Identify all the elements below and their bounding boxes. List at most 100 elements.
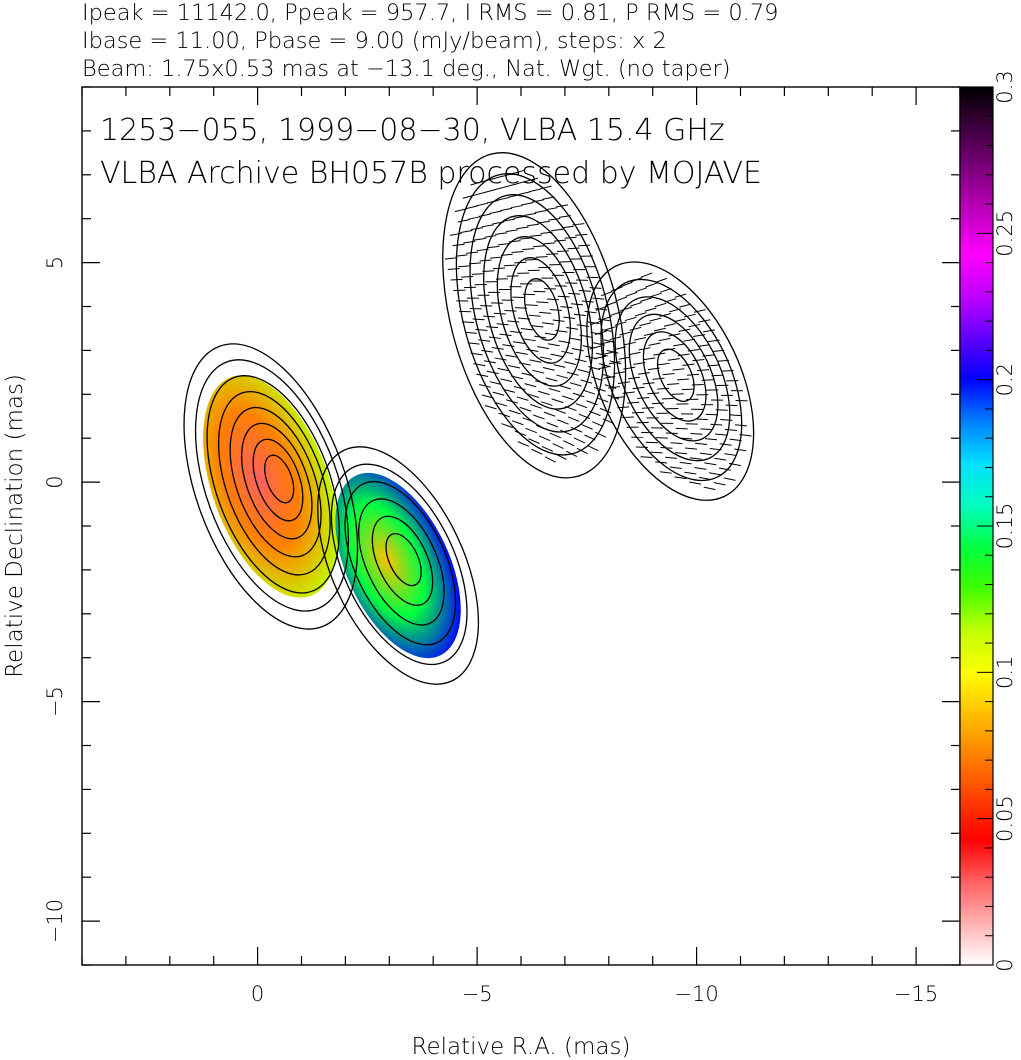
evpa-vector <box>535 256 548 258</box>
evpa-vector <box>706 389 719 391</box>
evpa-vector <box>614 346 626 350</box>
evpa-vector <box>600 315 612 321</box>
evpa-vector <box>508 240 521 243</box>
evpa-vector <box>506 275 519 277</box>
evpa-vector <box>533 290 546 293</box>
evpa-vector <box>645 441 658 444</box>
evpa-vector <box>730 390 743 392</box>
evpa-vector <box>507 320 520 323</box>
evpa-vector <box>593 386 606 392</box>
evpa-vector <box>665 432 678 434</box>
evpa-vector <box>537 390 550 396</box>
evpa-vector <box>540 231 553 234</box>
evpa-vector <box>655 461 668 464</box>
evpa-vector <box>615 296 628 302</box>
evpa-vector <box>538 266 551 269</box>
evpa-vector <box>491 175 504 180</box>
evpa-vector <box>643 332 656 337</box>
evpa-vector <box>444 257 457 260</box>
evpa-vector <box>512 169 525 175</box>
contour <box>586 261 755 501</box>
evpa-vector <box>718 467 731 471</box>
evpa-vector <box>511 420 524 426</box>
evpa-vector <box>614 321 627 326</box>
evpa-vector <box>592 421 604 427</box>
evpa-vector <box>539 356 552 360</box>
header-line-2: Ibase = 11.00, Pbase = 9.00 (mJy/beam), … <box>82 28 667 54</box>
evpa-vector <box>619 331 632 336</box>
evpa-vector <box>517 272 530 274</box>
evpa-vector <box>515 351 528 355</box>
evpa-vector <box>507 194 520 198</box>
evpa-vector <box>454 208 467 213</box>
evpa-vector <box>503 388 516 393</box>
evpa-vector <box>537 346 550 350</box>
evpa-vector <box>610 311 622 316</box>
evpa-vector <box>522 417 535 423</box>
evpa-vector <box>561 225 574 229</box>
evpa-vector <box>483 360 496 364</box>
evpa-vector <box>567 416 580 422</box>
plot-title-line-2: VLBA Archive BH057B processed by MOJAVE <box>100 156 762 191</box>
evpa-vector <box>710 423 723 426</box>
evpa-vector <box>483 189 496 194</box>
evpa-vector <box>653 327 666 332</box>
evpa-vector <box>671 418 684 420</box>
evpa-vector <box>623 366 636 370</box>
contour <box>183 343 359 630</box>
evpa-vector <box>689 481 702 485</box>
evpa-vector <box>462 194 475 199</box>
polarization-fill-2 <box>335 472 461 659</box>
evpa-vector <box>479 259 492 262</box>
contour <box>229 406 322 558</box>
y-tick-label: 5 <box>43 256 67 269</box>
evpa-vector <box>555 329 568 333</box>
evpa-vector <box>533 414 545 420</box>
evpa-vector <box>700 428 713 431</box>
evpa-vector <box>470 181 483 186</box>
evpa-vector <box>685 423 698 425</box>
evpa-vector <box>537 220 550 224</box>
evpa-vector <box>501 423 513 429</box>
evpa-vector <box>729 438 742 442</box>
evpa-vector <box>571 347 584 352</box>
evpa-vector <box>517 441 530 447</box>
evpa-vector <box>543 411 556 417</box>
evpa-vector <box>633 361 646 365</box>
evpa-vector <box>654 302 667 308</box>
evpa-vector <box>556 250 569 253</box>
evpa-vector <box>586 276 599 279</box>
colorbar: 0 0.05 0.1 0.15 0.2 0.25 0.3 <box>959 70 1017 972</box>
evpa-vector <box>546 422 559 428</box>
evpa-vector <box>660 446 673 449</box>
plot-title-line-1: 1253−055, 1999−08−30, VLBA 15.4 GHz <box>100 113 725 148</box>
evpa-vector <box>661 422 674 424</box>
contour <box>523 278 560 341</box>
evpa-vector <box>495 278 508 280</box>
header-line-3: Beam: 1.75x0.53 mas at −13.1 deg., Nat. … <box>82 56 731 82</box>
contour <box>344 480 457 646</box>
evpa-vector <box>541 277 554 279</box>
evpa-vector <box>709 447 722 451</box>
evpa-vector <box>502 218 515 222</box>
evpa-vector <box>556 204 569 208</box>
evpa-vector <box>612 396 625 399</box>
evpa-vector <box>539 311 552 314</box>
evpa-vector <box>666 408 679 410</box>
evpa-vector <box>646 417 659 419</box>
evpa-vector <box>543 242 556 245</box>
evpa-vector <box>482 270 495 272</box>
evpa-vector <box>735 399 748 402</box>
evpa-vector <box>518 191 531 195</box>
evpa-vector <box>587 321 600 325</box>
evpa-vector <box>525 304 538 306</box>
evpa-vector <box>502 344 515 347</box>
evpa-vector <box>565 450 578 457</box>
evpa-vector <box>634 312 647 317</box>
x-tick-label: −10 <box>674 982 718 1006</box>
evpa-vector <box>669 308 682 313</box>
evpa-vector <box>698 319 711 323</box>
evpa-vector <box>640 297 652 302</box>
evpa-vector <box>569 382 582 387</box>
evpa-vector <box>473 237 486 241</box>
